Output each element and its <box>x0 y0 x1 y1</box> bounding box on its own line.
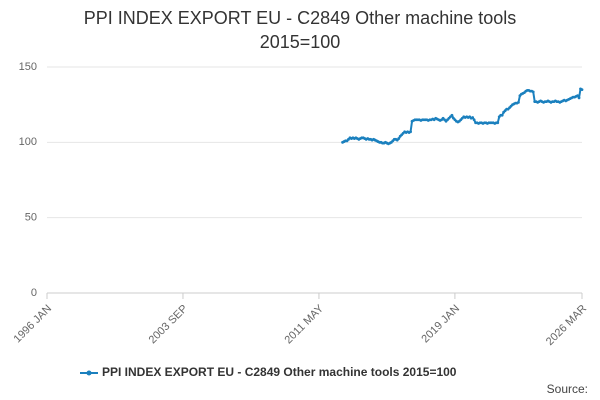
y-tick-label: 100 <box>19 136 37 148</box>
x-tick-label: 1996 JAN <box>12 303 55 346</box>
point <box>500 113 504 117</box>
y-tick-label: 0 <box>31 287 37 299</box>
x-tick-label: 2011 MAY <box>282 302 326 346</box>
x-tick-label: 2019 JAN <box>419 303 462 346</box>
y-tick-label: 150 <box>19 61 37 73</box>
x-tick-label: 2026 MAR <box>544 303 589 348</box>
point <box>450 113 454 117</box>
point <box>577 96 581 100</box>
legend-marker <box>86 370 92 376</box>
point <box>471 116 475 119</box>
point <box>576 94 579 98</box>
legend-label: PPI INDEX EXPORT EU - C2849 Other machin… <box>102 365 457 379</box>
point <box>397 137 401 140</box>
point <box>496 121 500 125</box>
y-tick-label: 50 <box>25 212 37 224</box>
point <box>409 130 412 134</box>
chart-title: PPI INDEX EXPORT EU - C2849 Other machin… <box>83 8 517 52</box>
source: Source: <box>547 382 588 396</box>
point <box>580 88 584 91</box>
series-line <box>342 87 583 145</box>
point <box>517 101 520 104</box>
x-tick-label: 2003 SEP <box>147 303 191 347</box>
point <box>531 90 535 94</box>
point <box>472 118 476 122</box>
